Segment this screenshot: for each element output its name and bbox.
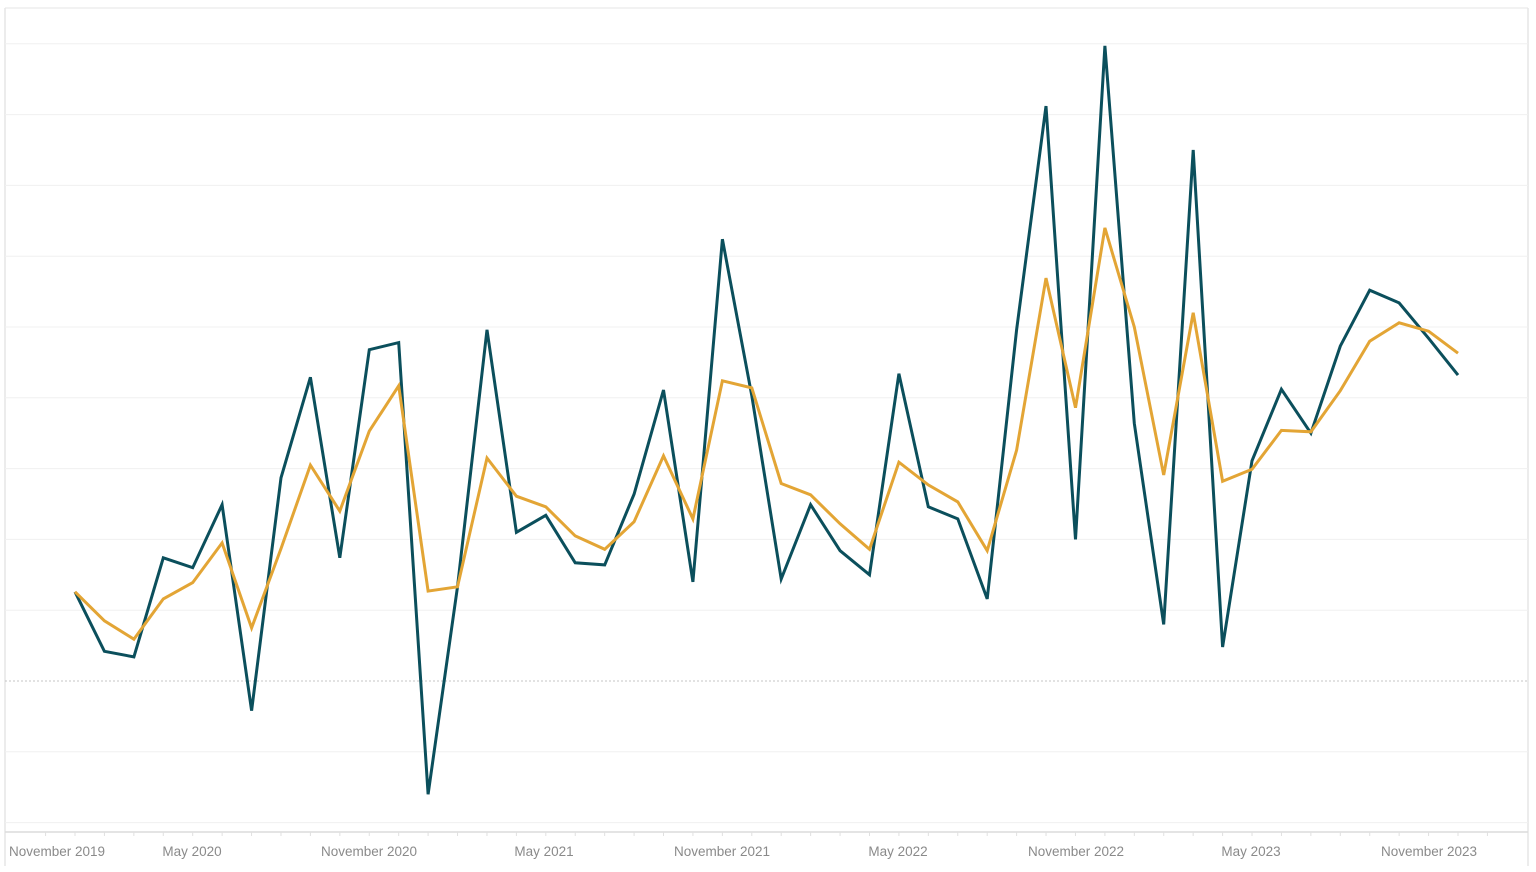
x-tick-label: May 2022	[868, 844, 927, 859]
x-tick-label: November 2021	[674, 844, 770, 859]
x-tick-label: May 2020	[162, 844, 221, 859]
series-line-1[interactable]	[73, 45, 1460, 795]
gridlines	[5, 43, 1528, 824]
x-tick-label: November 2020	[321, 844, 417, 859]
x-tick-label: November 2023	[1381, 844, 1477, 859]
plot-frame	[4, 7, 1529, 866]
data-series	[73, 45, 1460, 795]
x-axis: November 2019 May 2020 November 2020 May 20…	[9, 832, 1488, 859]
x-tick-label: November 2022	[1028, 844, 1124, 859]
x-tick-label: May 2023	[1221, 844, 1280, 859]
x-tick-label: May 2021	[514, 844, 573, 859]
series-line-2[interactable]	[73, 227, 1459, 642]
x-tick-label: November 2019	[9, 844, 105, 859]
